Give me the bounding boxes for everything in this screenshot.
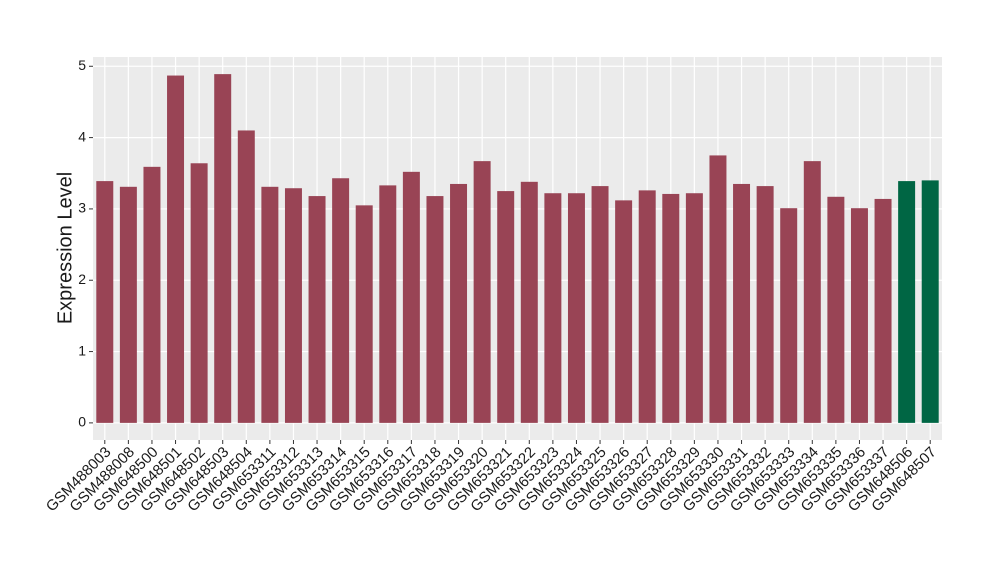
bar [190, 163, 208, 423]
y-tick-label: 4 [78, 128, 86, 144]
bar [379, 185, 397, 423]
bar [402, 171, 420, 423]
bar [214, 74, 232, 423]
bar [520, 181, 538, 423]
bar [921, 180, 939, 423]
plot-background [93, 57, 942, 440]
bar [237, 130, 255, 423]
bar [591, 186, 609, 423]
y-tick-label: 1 [78, 342, 86, 358]
bar [756, 186, 774, 423]
bar [685, 193, 703, 423]
bar [544, 193, 562, 423]
bar [308, 196, 326, 423]
bar [119, 186, 137, 423]
bar [167, 75, 185, 423]
bar [261, 186, 279, 423]
bar [450, 183, 468, 423]
bar [780, 208, 798, 423]
bar [355, 205, 373, 423]
bar [473, 161, 491, 423]
y-tick-label: 3 [78, 200, 86, 216]
y-axis-label: Expression Level [54, 172, 76, 324]
bar [615, 200, 633, 423]
y-tick-label: 2 [78, 271, 86, 287]
bar [733, 183, 751, 423]
bar [638, 190, 656, 423]
y-tick-label: 5 [78, 57, 86, 73]
bar [850, 208, 868, 423]
bar [96, 181, 114, 423]
bar [709, 155, 727, 423]
bar [143, 166, 161, 423]
bar [827, 196, 845, 423]
bar [426, 196, 444, 423]
bar [497, 191, 515, 423]
bar [332, 178, 350, 423]
bar [662, 193, 680, 423]
bar [803, 161, 821, 423]
bar [874, 198, 892, 423]
bar [567, 193, 585, 423]
bar [898, 181, 916, 423]
y-tick-label: 0 [78, 414, 86, 430]
bar [284, 188, 302, 423]
